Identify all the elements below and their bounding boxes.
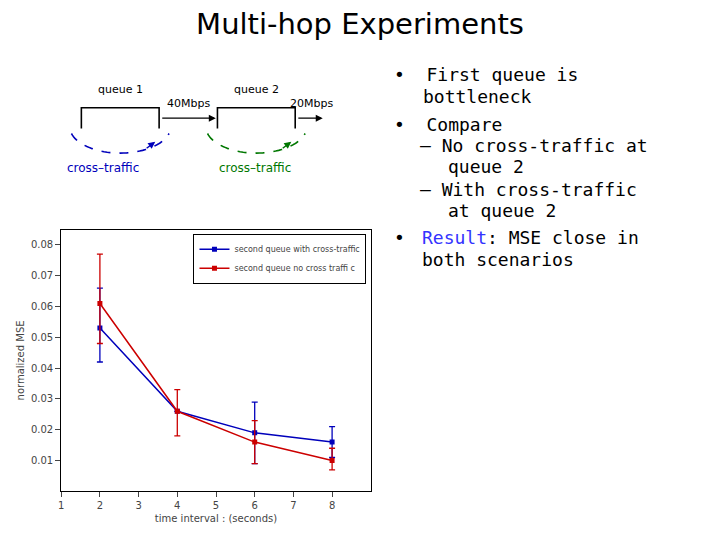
- svg-text:queue 1: queue 1: [98, 83, 143, 96]
- svg-text:cross–traffic: cross–traffic: [219, 161, 291, 175]
- svg-text:second queue no cross traffi c: second queue no cross traffi c: [234, 264, 354, 273]
- svg-text:0.03: 0.03: [31, 393, 53, 404]
- svg-text:: MSE close in: : MSE close in: [487, 227, 639, 248]
- svg-text:queue 2: queue 2: [448, 156, 524, 177]
- svg-text:3: 3: [135, 500, 141, 511]
- svg-text:4: 4: [174, 500, 180, 511]
- svg-text:•: •: [394, 227, 427, 248]
- svg-text:6: 6: [252, 500, 258, 511]
- svg-text:both scenarios: both scenarios: [422, 249, 574, 270]
- svg-text:2: 2: [97, 500, 103, 511]
- svg-text:– No cross-traffic at: – No cross-traffic at: [420, 135, 648, 156]
- svg-text:0.06: 0.06: [31, 301, 53, 312]
- svg-text:0.01: 0.01: [31, 455, 53, 466]
- svg-text:5: 5: [213, 500, 219, 511]
- svg-text:Multi-hop Experiments: Multi-hop Experiments: [196, 7, 524, 41]
- svg-text:0.08: 0.08: [31, 239, 53, 250]
- svg-text:– With cross-traffic: – With cross-traffic: [420, 179, 637, 200]
- svg-text:• First queue is: • First queue is: [394, 64, 578, 85]
- svg-text:queue 2: queue 2: [234, 83, 279, 96]
- svg-text:8: 8: [329, 500, 335, 511]
- svg-text:20Mbps: 20Mbps: [290, 97, 333, 110]
- svg-text:0.05: 0.05: [31, 332, 53, 343]
- svg-text:• Compare: • Compare: [394, 114, 502, 135]
- svg-text:at queue 2: at queue 2: [448, 200, 556, 221]
- svg-text:1: 1: [58, 500, 64, 511]
- svg-text:0.04: 0.04: [31, 363, 53, 374]
- svg-text:7: 7: [290, 500, 296, 511]
- svg-text:time interval : (seconds): time interval : (seconds): [155, 513, 277, 524]
- svg-text:second queue with cross-traffi: second queue with cross-traffic: [234, 245, 359, 254]
- svg-text:bottleneck: bottleneck: [423, 86, 532, 107]
- svg-text:normalized MSE: normalized MSE: [15, 320, 26, 400]
- svg-text:cross–traffic: cross–traffic: [67, 161, 139, 175]
- svg-text:0.07: 0.07: [31, 270, 53, 281]
- svg-text:0.02: 0.02: [31, 424, 53, 435]
- svg-text:40Mbps: 40Mbps: [167, 97, 210, 110]
- svg-text:Result: Result: [422, 227, 487, 248]
